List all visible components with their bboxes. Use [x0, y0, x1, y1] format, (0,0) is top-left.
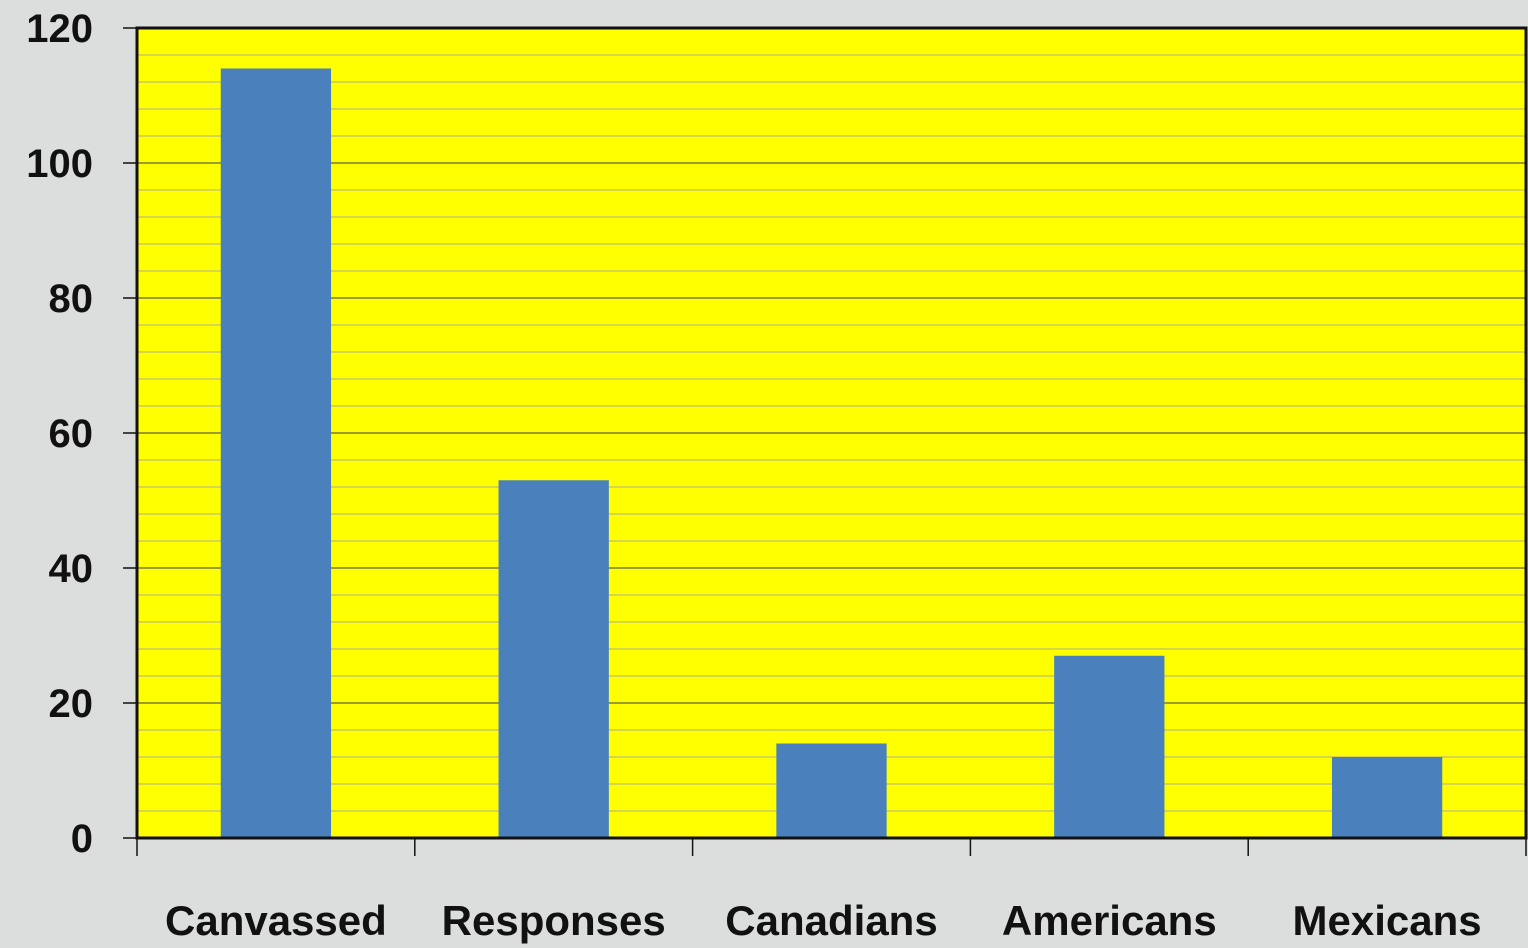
bar-canvassed	[220, 68, 332, 838]
bar-mexicans	[1331, 757, 1443, 838]
y-tick-label: 0	[71, 817, 93, 861]
x-tick-label: Mexicans	[1293, 897, 1482, 944]
x-tick-label: Americans	[1002, 897, 1217, 944]
y-tick-label: 40	[49, 547, 94, 591]
y-tick-label: 60	[49, 412, 94, 456]
x-axis: Canvassed Responses Canadians Americans Mexi…	[136, 838, 1527, 944]
minor-gridlines	[137, 54, 1526, 812]
bar-canadians	[776, 743, 887, 838]
major-gridlines	[137, 162, 1526, 704]
bar-responses	[498, 480, 609, 838]
y-tick-label: 120	[26, 7, 93, 51]
y-tick-label: 20	[49, 682, 94, 726]
x-tick-label: Canvassed	[165, 897, 387, 944]
bar-americans	[1054, 655, 1165, 838]
y-axis: 0 20 40 60 80 100 120	[26, 7, 137, 861]
x-tick-label: Responses	[442, 897, 666, 944]
bars	[220, 68, 1443, 838]
y-tick-label: 100	[26, 142, 93, 186]
x-tick-label: Canadians	[725, 897, 937, 944]
y-tick-label: 80	[49, 277, 94, 321]
plot-border	[135, 26, 1528, 840]
